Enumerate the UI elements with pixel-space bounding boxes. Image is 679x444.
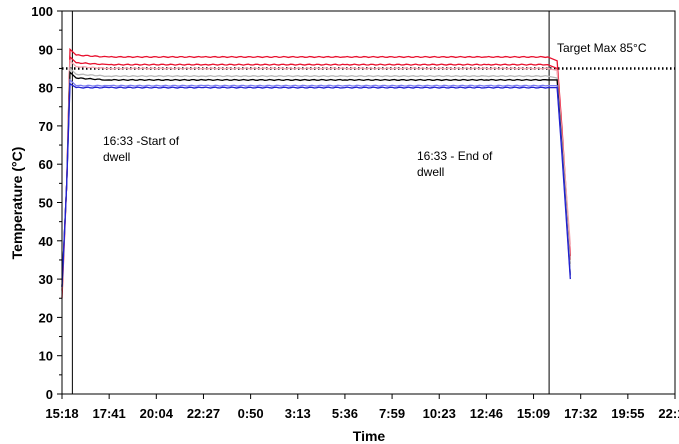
axes — [57, 10, 676, 399]
series-line — [61, 82, 571, 287]
x-tick-label: 3:13 — [285, 406, 311, 421]
start-dwell-annotation-line1: 16:33 -Start of — [103, 134, 180, 148]
y-tick-label: 10 — [39, 349, 53, 364]
target-max-label: Target Max 85°C — [557, 41, 647, 55]
end-dwell-annotation-line1: 16:33 - End of — [417, 149, 493, 163]
y-tick-label: 0 — [46, 387, 53, 402]
y-tick-label: 50 — [39, 196, 53, 211]
x-tick-label: 17:41 — [93, 406, 126, 421]
x-tick-label: 22:18 — [658, 406, 679, 421]
series-line — [61, 66, 571, 287]
series-line — [61, 78, 571, 287]
x-tick-label: 0:50 — [238, 406, 264, 421]
y-axis-title: Temperature (°C) — [9, 147, 25, 260]
x-tick-label: 15:09 — [517, 406, 550, 421]
tick-labels: 0 10 20 30 40 50 60 70 80 90 100 15:18 17:41 20:04 22:… — [31, 4, 679, 421]
y-tick-label: 20 — [39, 310, 53, 325]
y-tick-label: 70 — [39, 119, 53, 134]
plot-area — [61, 11, 675, 394]
x-tick-label: 10:23 — [423, 406, 456, 421]
x-tick-label: 20:04 — [140, 406, 174, 421]
y-tick-label: 60 — [39, 157, 53, 172]
x-tick-label: 22:27 — [187, 406, 220, 421]
y-tick-label: 80 — [39, 81, 53, 96]
y-tick-label: 100 — [31, 4, 53, 19]
x-axis-title: Time — [353, 428, 386, 444]
x-tick-label: 7:59 — [379, 406, 405, 421]
y-tick-label: 30 — [39, 272, 53, 287]
x-tick-label: 5:36 — [332, 406, 358, 421]
end-dwell-annotation-line2: dwell — [417, 165, 444, 179]
x-tick-label: 17:32 — [564, 406, 597, 421]
y-tick-label: 40 — [39, 234, 53, 249]
series-line — [61, 47, 571, 299]
x-tick-label: 19:55 — [611, 406, 644, 421]
series-line — [61, 59, 571, 291]
series-line — [61, 70, 571, 287]
y-tick-label: 90 — [39, 42, 53, 57]
start-dwell-annotation-line2: dwell — [103, 150, 130, 164]
x-tick-label: 15:18 — [45, 406, 78, 421]
x-tick-label: 12:46 — [470, 406, 503, 421]
series-line — [61, 55, 571, 291]
